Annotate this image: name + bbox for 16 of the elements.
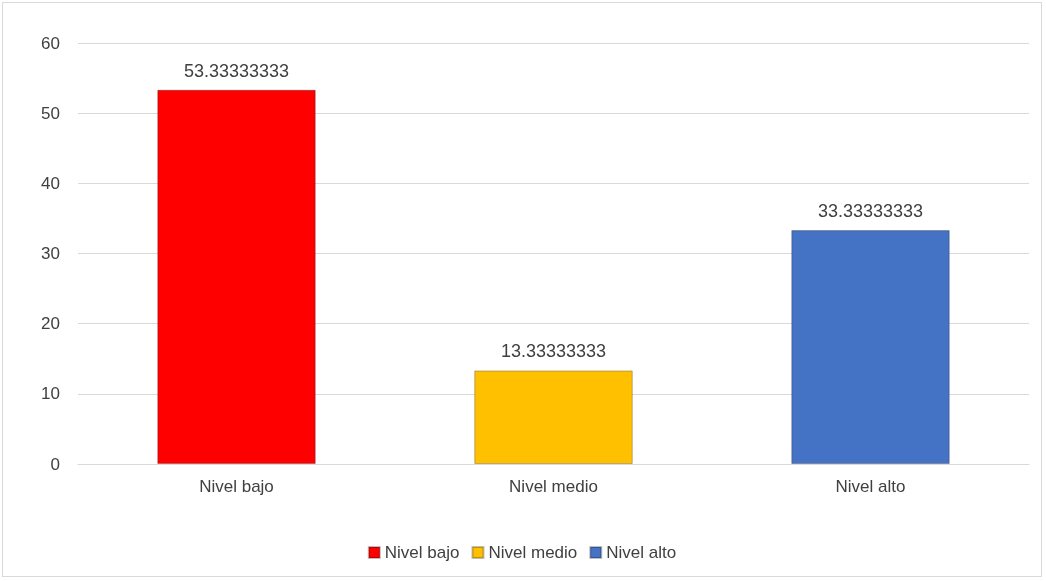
y-tick-label: 60 [41, 33, 60, 53]
x-tick-label: Nivel alto [835, 477, 906, 496]
x-tick-label: Nivel bajo [199, 477, 274, 496]
legend-label: Nivel alto [606, 543, 677, 562]
legend-label: Nivel bajo [384, 543, 460, 562]
y-tick-label: 0 [50, 454, 60, 474]
y-tick-label: 30 [41, 244, 60, 263]
y-tick-label: 10 [41, 384, 60, 404]
x-tick-label: Nivel medio [509, 477, 598, 496]
y-tick-label: 40 [41, 173, 60, 193]
y-tick-label: 50 [41, 103, 60, 123]
data-label: 33.33333333 [817, 201, 924, 222]
data-label: 53.33333333 [183, 60, 290, 81]
y-tick-label: 20 [41, 314, 60, 334]
data-label: 13.33333333 [500, 341, 607, 362]
legend-label: Nivel medio [488, 543, 578, 562]
